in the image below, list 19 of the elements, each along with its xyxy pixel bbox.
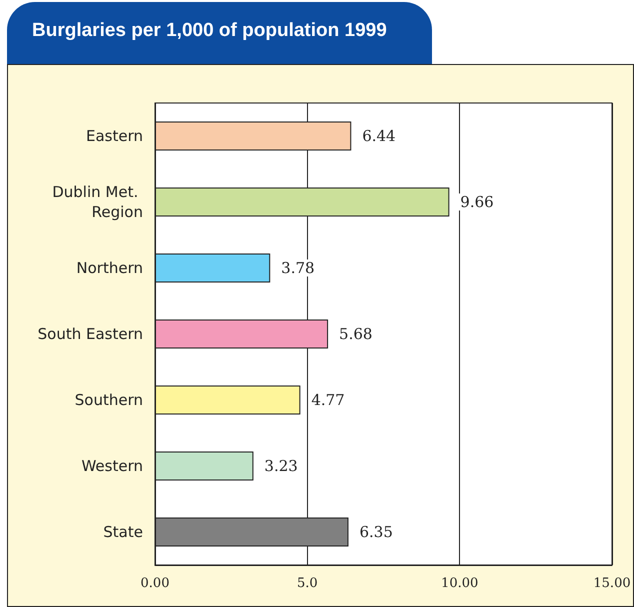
y-tick-label: Eastern bbox=[86, 127, 143, 145]
y-tick-label: State bbox=[103, 523, 143, 541]
y-tick-label: South Eastern bbox=[38, 325, 143, 343]
x-tick-label: 0.00 bbox=[140, 576, 170, 591]
data-label: 6.44 bbox=[362, 127, 396, 145]
x-tick-label: 15.00 bbox=[593, 576, 631, 591]
data-label: 3.23 bbox=[264, 457, 298, 475]
y-tick-label: Northern bbox=[76, 259, 143, 277]
data-label: 3.78 bbox=[281, 259, 315, 277]
y-tick-label: Southern bbox=[74, 391, 143, 409]
x-tick-label: 10.00 bbox=[441, 576, 478, 591]
data-label: 5.68 bbox=[339, 325, 372, 343]
x-tick-label: 5.0 bbox=[296, 576, 318, 591]
data-label: 6.35 bbox=[359, 523, 393, 541]
y-tick-label: Western bbox=[81, 457, 143, 475]
data-label: 9.66 bbox=[460, 193, 494, 211]
chart-title: Burglaries per 1,000 of population 1999 bbox=[32, 20, 387, 42]
data-label: 4.77 bbox=[311, 391, 345, 409]
y-tick-label: Dublin Met. Region bbox=[52, 183, 143, 221]
